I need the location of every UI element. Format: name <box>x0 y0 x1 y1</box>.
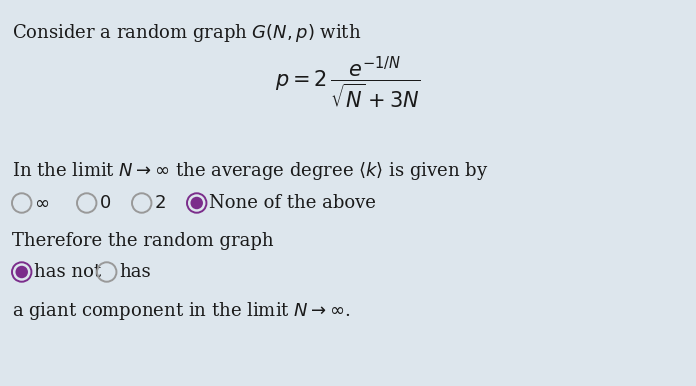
Text: a giant component in the limit $N \rightarrow \infty$.: a giant component in the limit $N \right… <box>12 300 350 322</box>
Circle shape <box>191 197 203 209</box>
Text: $2$: $2$ <box>155 194 166 212</box>
Text: Therefore the random graph: Therefore the random graph <box>12 232 274 250</box>
Text: In the limit $N \rightarrow \infty$ the average degree $\langle k \rangle$ is gi: In the limit $N \rightarrow \infty$ the … <box>12 160 489 182</box>
Text: has not: has not <box>34 263 102 281</box>
Circle shape <box>15 266 28 278</box>
Text: has: has <box>120 263 151 281</box>
Text: $0$: $0$ <box>100 194 111 212</box>
Text: $\infty$: $\infty$ <box>34 194 49 212</box>
Text: None of the above: None of the above <box>209 194 377 212</box>
Text: $p = 2\,\dfrac{e^{-1/N}}{\sqrt{N} + 3N}$: $p = 2\,\dfrac{e^{-1/N}}{\sqrt{N} + 3N}$ <box>276 55 420 111</box>
Text: Consider a random graph $G(N, p)$ with: Consider a random graph $G(N, p)$ with <box>12 22 361 44</box>
